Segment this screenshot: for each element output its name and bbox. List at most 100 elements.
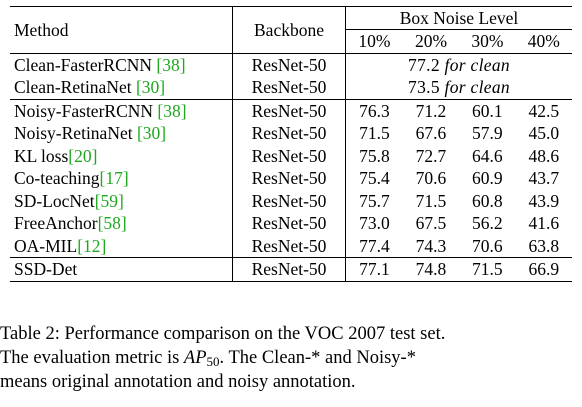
backbone-cell: ResNet-50 [232,76,346,99]
value-cell: 67.5 [415,213,447,233]
table-row: KL loss[20] ResNet-50 75.8 72.7 64.6 48.… [10,144,572,167]
value-cell: 73.0 [359,213,390,233]
value-cell: 75.8 [359,145,390,166]
clean-value-cell: 77.2 for clean [345,52,572,76]
method-cell: FreeAnchor[58] [10,212,233,235]
metric-symbol: AP50 [184,348,220,368]
value-cell: 71.5 [415,190,447,211]
method-cell: KL loss[20] [10,144,233,167]
table-row: FreeAnchor[58] ResNet-50 73.0 67.5 56.2 … [10,212,572,235]
backbone-cell: ResNet-50 [232,212,346,235]
backbone-cell: ResNet-50 [232,144,346,167]
value-cell: 63.8 [528,235,560,256]
citation-link[interactable]: [38] [156,54,186,75]
method-name: SD-LocNet [14,190,95,211]
value-cell: 66.9 [515,257,572,282]
value-cell: 71.2 [402,98,460,122]
table-row: Co-teaching[17] ResNet-50 75.4 70.6 60.9… [10,167,572,190]
clean-value: 73.5 [408,77,445,97]
value-cell: 74.3 [415,235,447,256]
clean-value: 77.2 [408,54,445,75]
table-row: Noisy-FasterRCNN [38] ResNet-50 76.3 71.… [10,98,572,122]
backbone-cell: ResNet-50 [232,122,346,145]
header-level-20: 20% [414,31,448,51]
method-cell: Noisy-RetinaNet [30] [10,122,233,145]
method-name: Co-teaching [14,168,100,188]
citation-link[interactable]: [30] [136,123,167,143]
header-backbone: Backbone [232,6,346,53]
header-box-noise-level: Box Noise Level [345,6,572,30]
clean-note: for clean [444,77,510,97]
table-row: OA-MIL[12] ResNet-50 77.4 74.3 70.6 63.8 [10,234,572,258]
caption-line-3: means original annotation and noisy anno… [0,372,356,392]
citation-link[interactable]: [17] [99,168,129,188]
value-cell: 76.3 [345,98,403,122]
value-cell: 74.8 [402,257,460,282]
value-cell: 60.1 [459,98,516,122]
value-cell: 48.6 [528,145,560,166]
value-cell: 45.0 [528,123,560,143]
table-row-clean-retinanet: Clean-RetinaNet [30] ResNet-50 73.5 for … [10,76,572,99]
value-cell: 57.9 [472,123,503,143]
header-level-40: 40% [527,31,560,51]
metric-subscript: 50 [206,354,220,369]
value-cell: 72.7 [415,145,447,166]
value-cell: 56.2 [472,213,503,233]
value-cell: 70.6 [415,168,447,188]
method-name: OA-MIL [14,235,78,256]
value-cell: 60.9 [472,168,503,188]
caption-line-2: The evaluation metric is AP50. The Clean… [0,346,582,370]
method-name: SSD-Det [14,259,78,279]
citation-link[interactable]: [58] [97,213,127,233]
method-name: Noisy-RetinaNet [14,123,137,143]
citation-link[interactable]: [38] [157,100,187,121]
table-row: SD-LocNet[59] ResNet-50 75.7 71.5 60.8 4… [10,189,572,212]
table-caption: Table 2: Performance comparison on the V… [0,322,582,394]
value-cell: 75.7 [359,190,390,211]
caption-text: . The Clean-* and Noisy-* [219,348,416,368]
backbone-cell: ResNet-50 [232,167,346,190]
caption-line-1: Table 2: Performance comparison on the V… [0,324,446,344]
metric-base: AP [183,348,207,368]
value-cell: 77.1 [345,257,403,282]
clean-value-cell: 73.5 for clean [346,76,573,99]
method-cell: Clean-RetinaNet [30] [10,76,233,99]
citation-link[interactable]: [59] [94,190,124,211]
clean-note: for clean [444,54,510,75]
method-cell: Co-teaching[17] [10,167,233,190]
method-cell: SD-LocNet[59] [10,189,233,212]
backbone-cell: ResNet-50 [232,234,346,258]
value-cell: 43.7 [528,168,560,188]
method-name: Clean-FasterRCNN [14,54,157,75]
method-cell: Clean-FasterRCNN [38] [10,52,233,76]
backbone-cell: ResNet-50 [232,98,346,122]
value-cell: 41.6 [528,213,560,233]
value-cell: 75.4 [359,168,390,188]
value-cell: 71.5 [459,257,516,282]
results-table: Method Backbone Box Noise Level 10% 20% … [10,6,572,282]
method-name: Clean-RetinaNet [14,77,136,97]
value-cell: 71.5 [359,123,390,143]
citation-link[interactable]: [12] [77,235,107,256]
method-name: KL loss [14,145,69,166]
table-row: Noisy-RetinaNet [30] ResNet-50 71.5 67.6… [10,122,572,145]
backbone-cell: ResNet-50 [232,52,346,76]
citation-link[interactable]: [20] [68,145,98,166]
method-cell: Noisy-FasterRCNN [38] [10,98,233,122]
backbone-cell: ResNet-50 [232,257,346,282]
caption-text: The evaluation metric is [0,348,184,368]
value-cell: 70.6 [472,235,503,256]
citation-link[interactable]: [30] [135,77,166,97]
method-name: FreeAnchor [14,213,98,233]
header-level-30: 30% [471,31,504,51]
table-row-clean-fasterrcnn: Clean-FasterRCNN [38] ResNet-50 77.2 for… [10,52,572,76]
value-cell: 64.6 [472,145,503,166]
method-cell: SSD-Det [10,257,233,282]
value-cell: 43.9 [528,190,560,211]
method-name: Noisy-FasterRCNN [14,100,158,121]
header-method: Method [10,6,233,53]
value-cell: 77.4 [359,235,390,256]
value-cell: 67.6 [415,123,447,143]
backbone-cell: ResNet-50 [232,189,346,212]
value-cell: 60.8 [472,190,503,211]
